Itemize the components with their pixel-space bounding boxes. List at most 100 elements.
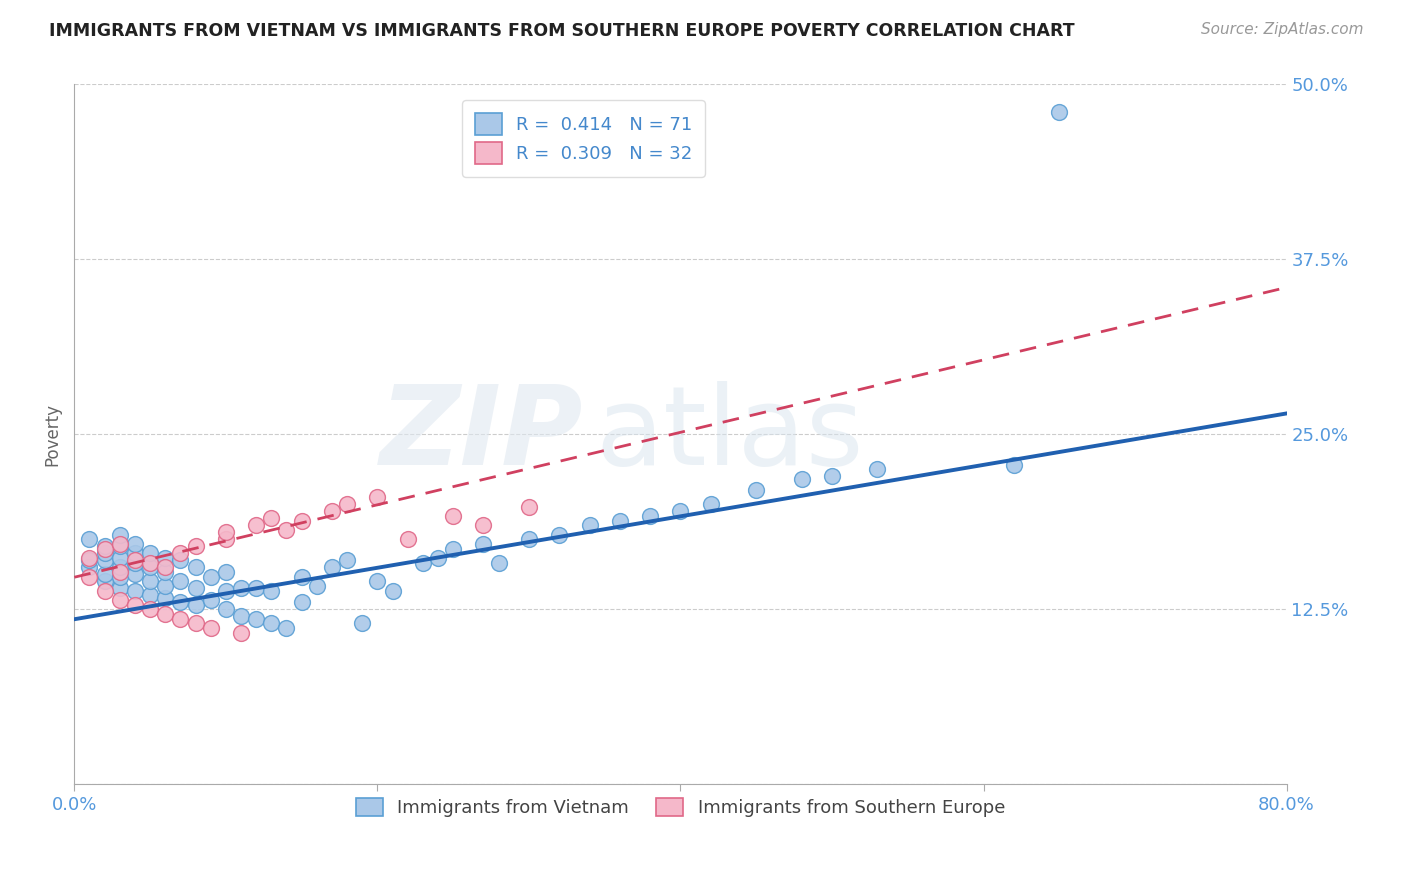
Y-axis label: Poverty: Poverty — [44, 403, 60, 466]
Point — [155, 550, 177, 565]
Point — [488, 556, 510, 570]
Point — [260, 616, 283, 631]
Point — [155, 565, 177, 579]
Point — [108, 540, 131, 554]
Point — [108, 550, 131, 565]
Point — [412, 556, 434, 570]
Point — [260, 511, 283, 525]
Point — [229, 626, 252, 640]
Point — [169, 595, 191, 609]
Point — [139, 546, 162, 560]
Point — [821, 469, 844, 483]
Point — [321, 560, 343, 574]
Point — [184, 582, 207, 596]
Point — [291, 595, 314, 609]
Point — [441, 508, 464, 523]
Point — [200, 621, 222, 635]
Point — [155, 591, 177, 606]
Point — [472, 536, 495, 550]
Point — [229, 582, 252, 596]
Point — [108, 528, 131, 542]
Point — [124, 536, 146, 550]
Point — [669, 504, 692, 518]
Point — [169, 612, 191, 626]
Point — [139, 574, 162, 589]
Point — [291, 570, 314, 584]
Point — [124, 567, 146, 582]
Point — [93, 540, 115, 554]
Point — [93, 574, 115, 589]
Point — [200, 592, 222, 607]
Point — [124, 584, 146, 599]
Point — [155, 607, 177, 621]
Point — [155, 579, 177, 593]
Point — [1047, 105, 1070, 120]
Point — [352, 616, 374, 631]
Point — [93, 584, 115, 599]
Point — [336, 553, 359, 567]
Point — [108, 570, 131, 584]
Point — [108, 560, 131, 574]
Point — [93, 546, 115, 560]
Point — [93, 567, 115, 582]
Point — [1002, 458, 1025, 473]
Text: ZIP: ZIP — [380, 381, 583, 488]
Point — [184, 560, 207, 574]
Point — [184, 616, 207, 631]
Point — [517, 533, 540, 547]
Point — [184, 540, 207, 554]
Point — [381, 584, 404, 599]
Point — [215, 525, 238, 540]
Point — [472, 518, 495, 533]
Text: atlas: atlas — [596, 381, 865, 488]
Point — [517, 500, 540, 515]
Point — [169, 546, 191, 560]
Point — [745, 483, 768, 498]
Point — [866, 462, 889, 476]
Point — [215, 602, 238, 616]
Point — [245, 612, 267, 626]
Point — [336, 498, 359, 512]
Point — [139, 560, 162, 574]
Point — [321, 504, 343, 518]
Point — [396, 533, 419, 547]
Text: IMMIGRANTS FROM VIETNAM VS IMMIGRANTS FROM SOUTHERN EUROPE POVERTY CORRELATION C: IMMIGRANTS FROM VIETNAM VS IMMIGRANTS FR… — [49, 22, 1074, 40]
Point — [108, 582, 131, 596]
Point — [169, 553, 191, 567]
Point — [427, 550, 450, 565]
Legend: Immigrants from Vietnam, Immigrants from Southern Europe: Immigrants from Vietnam, Immigrants from… — [349, 790, 1012, 824]
Point — [79, 553, 101, 567]
Point — [139, 556, 162, 570]
Text: Source: ZipAtlas.com: Source: ZipAtlas.com — [1201, 22, 1364, 37]
Point — [108, 565, 131, 579]
Point — [245, 518, 267, 533]
Point — [184, 599, 207, 613]
Point — [276, 523, 298, 537]
Point — [108, 592, 131, 607]
Point — [215, 584, 238, 599]
Point — [124, 546, 146, 560]
Point — [700, 498, 723, 512]
Point — [276, 621, 298, 635]
Point — [305, 579, 328, 593]
Point — [260, 584, 283, 599]
Point — [638, 508, 661, 523]
Point — [93, 553, 115, 567]
Point — [578, 518, 600, 533]
Point — [790, 472, 813, 486]
Point — [124, 556, 146, 570]
Point — [366, 491, 388, 505]
Point — [79, 550, 101, 565]
Point — [79, 533, 101, 547]
Point — [609, 514, 631, 528]
Point — [169, 574, 191, 589]
Point — [441, 542, 464, 557]
Point — [548, 528, 571, 542]
Point — [200, 570, 222, 584]
Point — [79, 570, 101, 584]
Point — [93, 542, 115, 557]
Point — [229, 609, 252, 624]
Point — [291, 514, 314, 528]
Point — [79, 560, 101, 574]
Point — [155, 560, 177, 574]
